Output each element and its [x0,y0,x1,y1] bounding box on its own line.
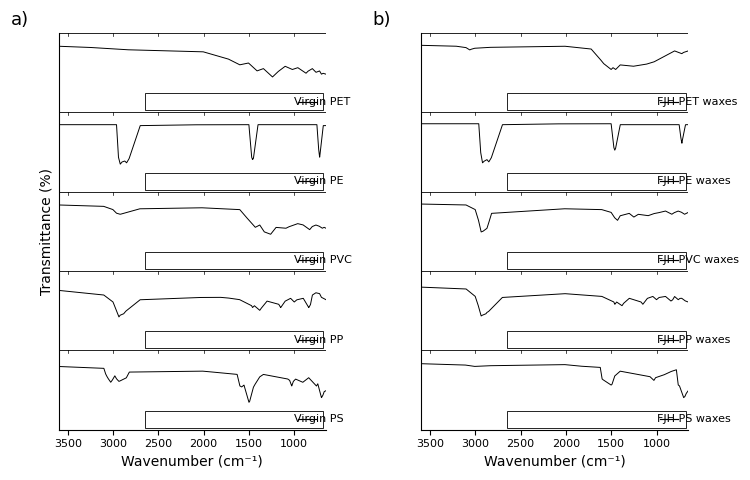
Text: Virgin PP: Virgin PP [294,335,344,345]
Text: Virgin PS: Virgin PS [294,414,344,424]
Text: Virgin PE: Virgin PE [294,176,344,186]
Text: FJH PS waxes: FJH PS waxes [656,414,730,424]
Text: b): b) [373,11,392,29]
Text: FJH PVC waxes: FJH PVC waxes [656,255,739,265]
X-axis label: Wavenumber (cm⁻¹): Wavenumber (cm⁻¹) [484,455,626,469]
Polygon shape [507,173,686,190]
Polygon shape [507,252,686,269]
Polygon shape [507,93,686,110]
Text: FJH PP waxes: FJH PP waxes [656,335,730,345]
Polygon shape [145,252,323,269]
Text: FJH PET waxes: FJH PET waxes [656,97,737,107]
Polygon shape [507,331,686,348]
Y-axis label: Transmittance (%): Transmittance (%) [39,168,53,295]
Polygon shape [145,331,323,348]
Text: FJH PE waxes: FJH PE waxes [656,176,730,186]
Polygon shape [145,411,323,428]
Polygon shape [507,411,686,428]
Text: a): a) [10,11,28,29]
Text: Virgin PVC: Virgin PVC [294,255,352,265]
Polygon shape [145,93,323,110]
Text: Virgin PET: Virgin PET [294,97,350,107]
X-axis label: Wavenumber (cm⁻¹): Wavenumber (cm⁻¹) [122,455,263,469]
Polygon shape [145,173,323,190]
